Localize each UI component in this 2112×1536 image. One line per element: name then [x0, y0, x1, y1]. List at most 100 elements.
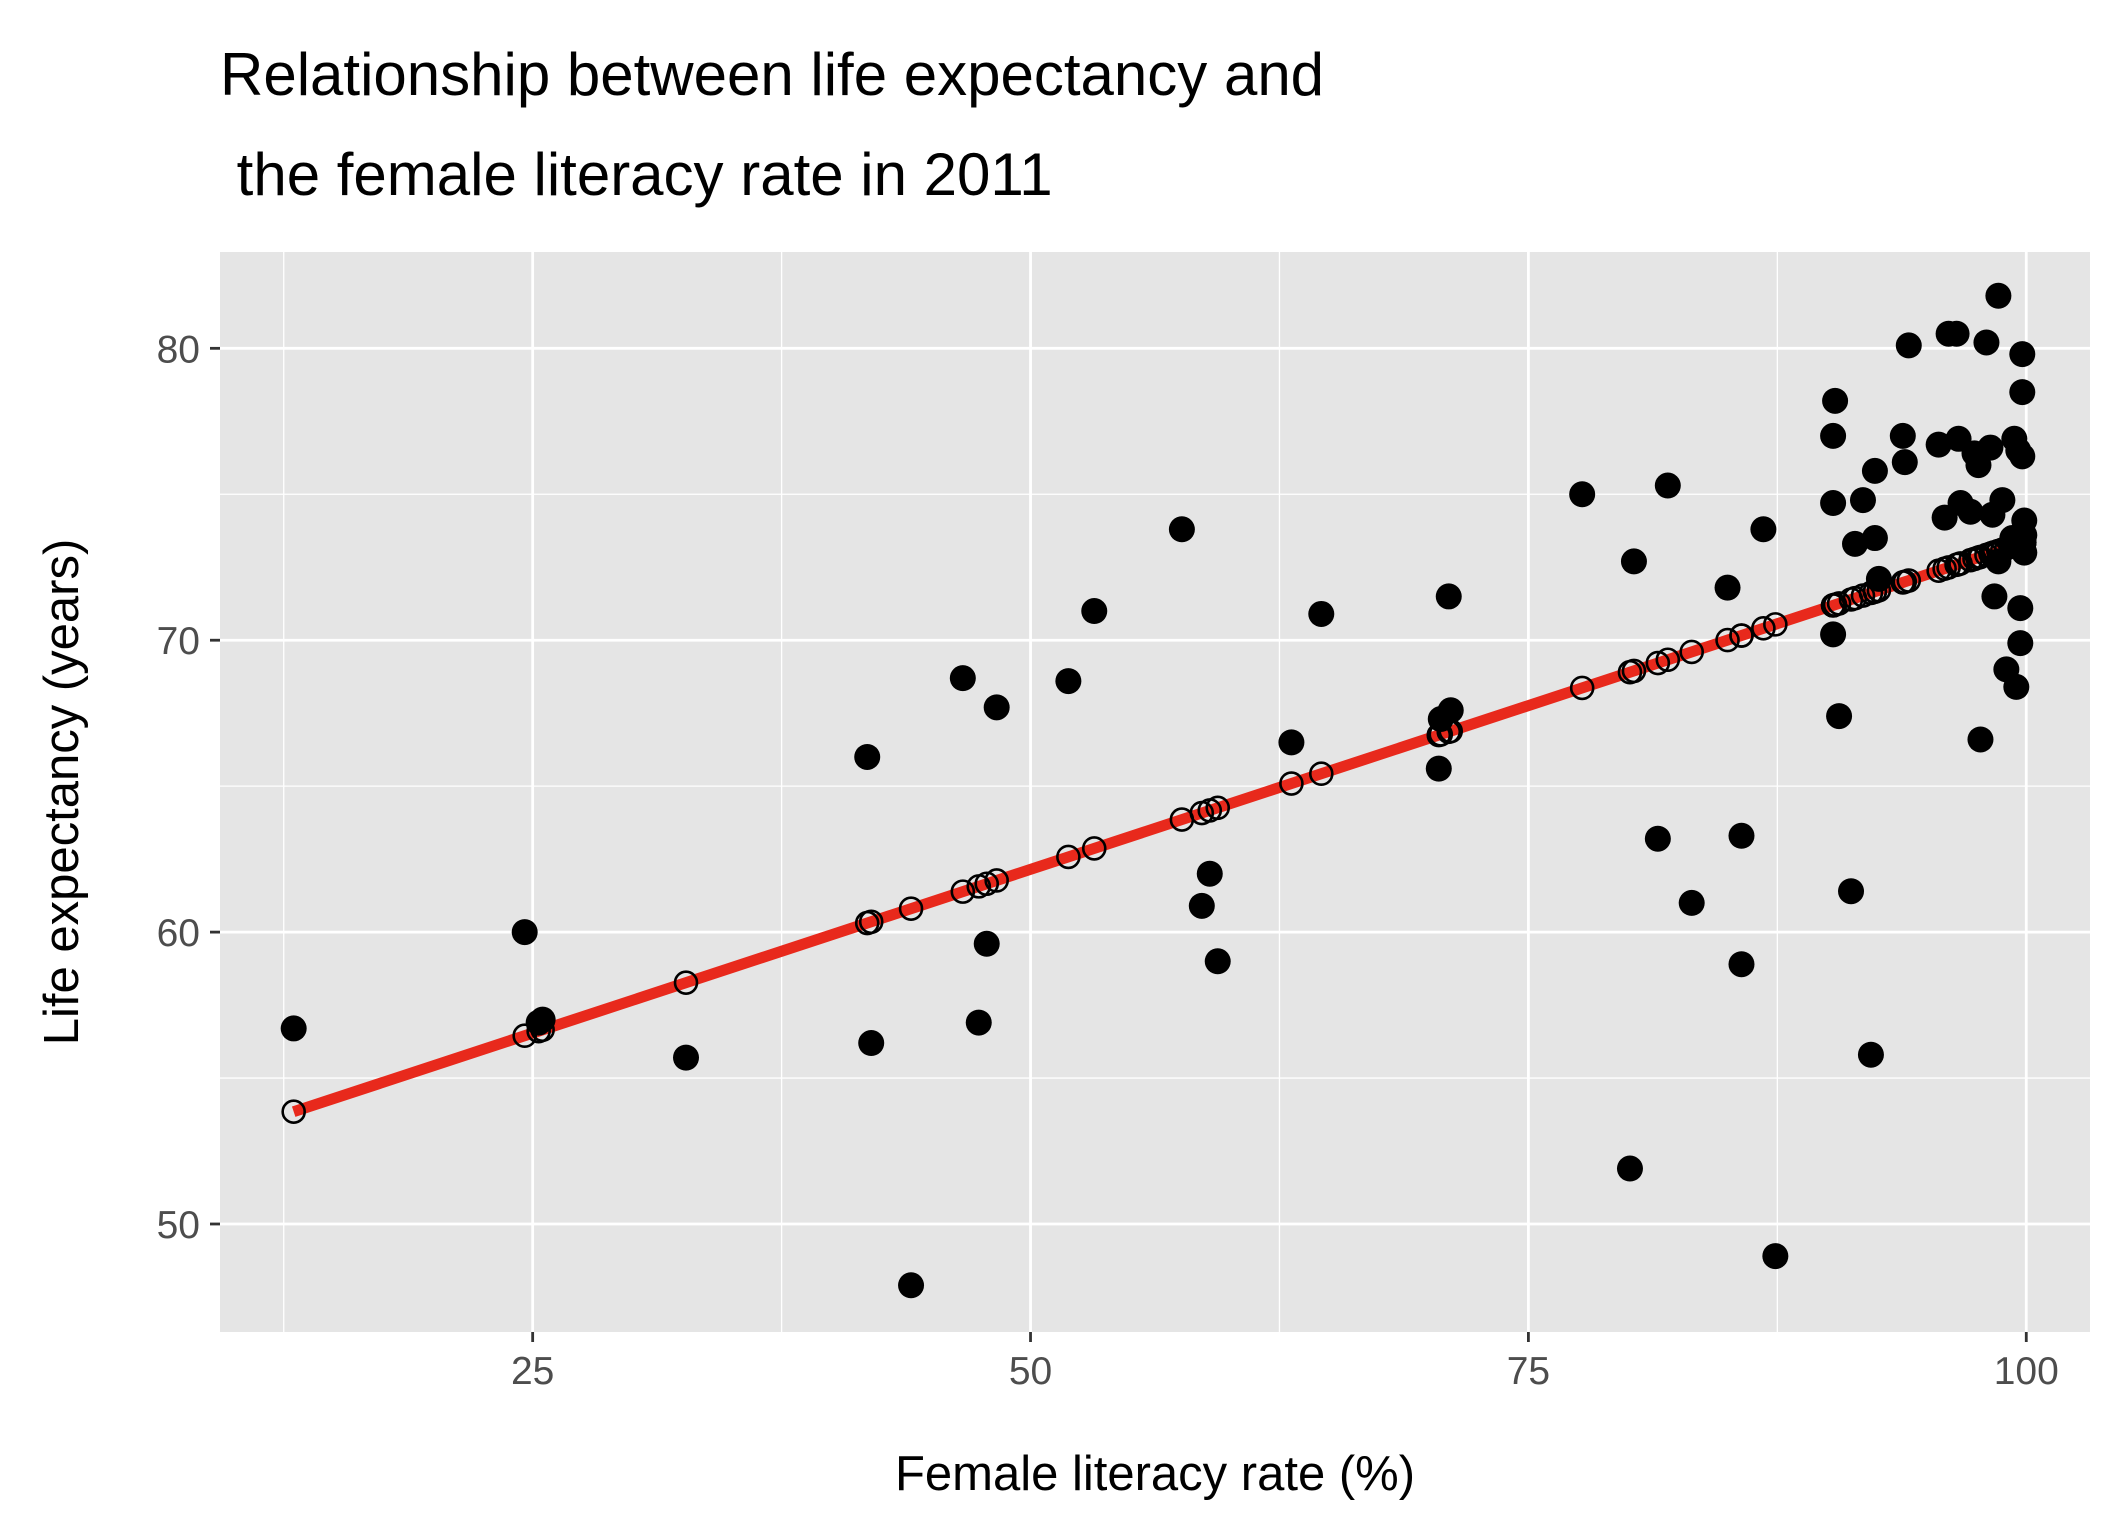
x-tick-label: 100 [1994, 1350, 2059, 1393]
data-point [1678, 889, 1705, 916]
fitted-value-marker [1081, 836, 1107, 861]
data-point [1838, 878, 1865, 905]
data-point [280, 1015, 307, 1042]
data-point [1849, 487, 1876, 514]
data-point [965, 1009, 992, 1036]
fitted-value-marker [1751, 616, 1776, 641]
data-point [898, 1272, 925, 1299]
data-point [1820, 621, 1847, 648]
data-point [529, 1006, 556, 1033]
x-tick-label: 75 [1507, 1350, 1550, 1393]
fitted-value-marker [1279, 771, 1304, 796]
plot-panel [220, 252, 2090, 1332]
fitted-value-marker [1569, 675, 1595, 701]
data-point [1865, 565, 1892, 592]
fitted-value-marker [1729, 623, 1754, 648]
data-point [1055, 668, 1082, 695]
data-point [1569, 481, 1596, 508]
y-axis: 50 60 70 80 [157, 328, 220, 1247]
data-point [2009, 379, 2036, 406]
fitted-value-marker [673, 970, 699, 995]
data-point [1895, 332, 1922, 359]
fitted-value-marker [1826, 591, 1852, 616]
data-points-layer [280, 282, 2038, 1299]
data-point [1943, 320, 1970, 347]
x-axis-label: Female literacy rate (%) [895, 1447, 1415, 1501]
data-point [1822, 387, 1849, 414]
chart-title-line-1: Relationship between life expectancy and [220, 41, 1324, 108]
y-axis-label: Life expectancy (years) [35, 539, 89, 1046]
data-point [1425, 755, 1452, 782]
fitted-value-marker [1896, 568, 1922, 593]
fitted-value-marker [1308, 761, 1334, 787]
data-point [1967, 726, 1994, 753]
fitted-value-marker [1655, 647, 1681, 673]
data-point [2003, 673, 2030, 700]
fitted-value-marker [898, 896, 924, 921]
fitted-value-marker [974, 871, 1000, 897]
data-point [1644, 825, 1671, 852]
data-point [1308, 600, 1335, 627]
data-point [1925, 431, 1952, 458]
fitted-value-marker [858, 909, 884, 935]
data-point [983, 694, 1010, 721]
fitted-value-marker [1645, 650, 1671, 676]
fitted-value-marker [950, 879, 976, 904]
fitted-value-marker [1621, 658, 1647, 684]
data-point [2009, 443, 2036, 470]
data-point [2011, 522, 2038, 549]
fitted-value-marker [1763, 612, 1788, 637]
data-point [1437, 697, 1464, 724]
fit-line-layer [291, 537, 2025, 1117]
data-point [511, 919, 538, 946]
x-tick-label: 25 [511, 1350, 554, 1393]
data-point [1842, 530, 1869, 557]
data-point [1985, 282, 2012, 309]
data-point [1820, 422, 1847, 449]
data-point [1278, 729, 1305, 756]
data-point [1728, 951, 1755, 978]
data-point [1957, 498, 1984, 525]
data-point [1654, 472, 1681, 499]
fitted-value-marker [281, 1099, 306, 1125]
data-point [1081, 598, 1108, 625]
data-point [1196, 860, 1223, 887]
x-tick-label: 50 [1009, 1350, 1052, 1393]
data-point [1620, 548, 1647, 575]
data-point [973, 930, 1000, 957]
data-point [949, 665, 976, 692]
data-point [1973, 329, 2000, 356]
fitted-value-marker [1056, 844, 1081, 870]
data-point [1891, 449, 1918, 476]
data-point [1750, 516, 1777, 543]
fitted-value-marker [1679, 639, 1705, 665]
y-tick-label: 80 [157, 328, 200, 371]
data-point [1826, 703, 1853, 730]
y-tick-label: 50 [157, 1204, 200, 1247]
data-point [2007, 630, 2034, 657]
data-point [1989, 487, 2016, 514]
fitted-value-marker [984, 868, 1009, 893]
data-point [1168, 516, 1195, 543]
data-point [1188, 892, 1215, 919]
data-point [2007, 595, 2034, 622]
data-point [1714, 574, 1741, 601]
chart-title-line-2: the female literacy rate in 2011 [220, 141, 1053, 208]
y-tick-label: 60 [157, 912, 200, 955]
data-point [1889, 422, 1916, 449]
fitted-value-marker [1715, 627, 1740, 653]
y-tick-label: 70 [157, 620, 200, 663]
data-point [854, 743, 881, 770]
data-point [1728, 822, 1755, 849]
data-point [1204, 948, 1231, 975]
data-point [1820, 490, 1847, 517]
data-point [1985, 548, 2012, 575]
data-point [1435, 583, 1462, 610]
data-point [858, 1030, 885, 1057]
regression-line [291, 537, 2025, 1117]
data-point [1857, 1041, 1884, 1068]
data-point [673, 1044, 700, 1071]
data-point [1861, 525, 1888, 552]
grid-major [220, 252, 2090, 1332]
